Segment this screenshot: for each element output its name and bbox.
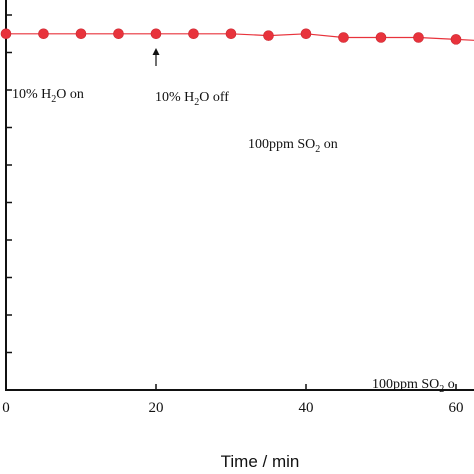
- data-point: [150, 28, 162, 40]
- data-point: [113, 28, 124, 40]
- data-point: [338, 32, 349, 43]
- x-tick-labels: 020406080100120140160180: [2, 400, 464, 416]
- series-line: [6, 33, 474, 41]
- data-point: [300, 28, 312, 40]
- data-point: [0, 28, 12, 40]
- x-tick-label: 0: [2, 400, 10, 416]
- annotation-label: 10% H2O on: [12, 87, 84, 105]
- annotation-arrowhead: [152, 48, 160, 55]
- annotation-label: 10% H2O off: [155, 90, 229, 108]
- x-tick-label: 20: [149, 400, 164, 416]
- annotation-label: 100ppm SO2 o: [372, 377, 455, 395]
- data-point: [263, 30, 274, 41]
- data-point: [450, 34, 462, 45]
- plot-frame: [5, 0, 474, 391]
- y-ticks: [6, 14, 12, 354]
- annotation-label: 100ppm SO2 on: [248, 137, 338, 155]
- data-point: [225, 28, 237, 40]
- x-tick-label: 60: [449, 400, 464, 416]
- data-point: [375, 32, 387, 43]
- data-point: [75, 28, 87, 40]
- data-point: [413, 32, 424, 43]
- x-ticks: [5, 384, 457, 390]
- annotations: 10% H2O on 10% H2O off 100ppm SO2 on 100ppm…: [12, 48, 455, 395]
- data-point: [38, 28, 49, 40]
- x-axis-title: Time / min: [221, 452, 300, 471]
- data-points: [0, 28, 462, 45]
- data-point: [188, 28, 199, 40]
- x-tick-label: 40: [299, 400, 314, 416]
